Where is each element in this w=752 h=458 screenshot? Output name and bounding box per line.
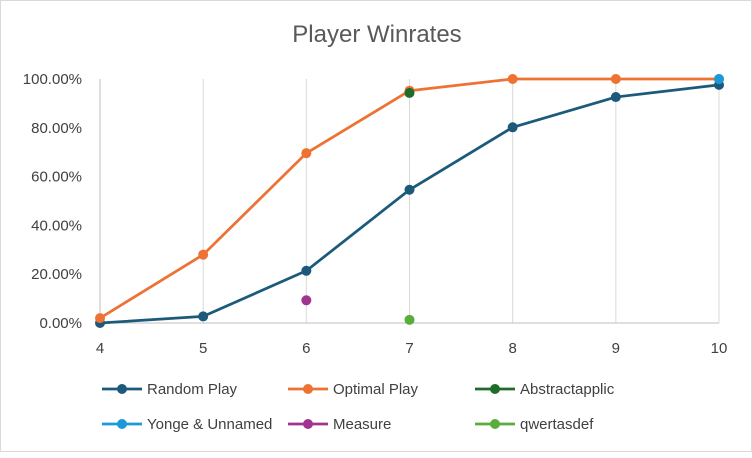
series-qwertasdef	[404, 314, 415, 325]
y-tick-label: 60.00%	[31, 169, 82, 186]
y-tick-label: 80.00%	[31, 120, 82, 137]
x-tick-label: 10	[711, 340, 728, 357]
data-point-random-play	[404, 184, 415, 195]
data-point-optimal-play	[610, 74, 621, 84]
legend-item-yonge-unnamed: Yonge & Unnamed	[102, 416, 272, 433]
data-point-measure	[301, 295, 312, 306]
data-point-yonge-unnamed	[714, 74, 724, 84]
data-point-random-play	[301, 265, 312, 276]
data-point-optimal-play	[507, 74, 518, 84]
legend-marker	[303, 419, 313, 429]
legend-label: Abstractapplic	[520, 381, 615, 398]
x-tick-label: 4	[96, 340, 104, 357]
x-tick-label: 6	[302, 340, 310, 357]
legend-item-measure: Measure	[288, 416, 391, 433]
legend-marker	[490, 384, 500, 394]
legend-marker	[117, 384, 127, 394]
legend-marker	[303, 384, 313, 394]
data-point-abstractapplic	[404, 87, 415, 98]
legend-label: Random Play	[147, 381, 238, 398]
legend-marker	[117, 419, 127, 429]
grid-lines	[99, 79, 720, 323]
legend-item-abstractapplic: Abstractapplic	[475, 381, 615, 398]
x-tick-label: 5	[199, 340, 207, 357]
legend-label: qwertasdef	[520, 416, 594, 433]
y-tick-label: 0.00%	[39, 315, 82, 332]
x-tick-label: 8	[508, 340, 516, 357]
legend-label: Yonge & Unnamed	[147, 416, 272, 433]
series-abstractapplic	[404, 87, 415, 98]
x-tick-label: 7	[405, 340, 413, 357]
legend-item-random-play: Random Play	[102, 381, 238, 398]
y-tick-label: 100.00%	[23, 71, 82, 88]
data-point-optimal-play	[198, 249, 209, 260]
legend-label: Measure	[333, 416, 391, 433]
legend-marker	[490, 419, 500, 429]
data-point-random-play	[507, 122, 518, 133]
series-group	[95, 74, 724, 328]
y-tick-label: 20.00%	[31, 266, 82, 283]
chart-title: Player Winrates	[292, 21, 461, 48]
series-measure	[301, 295, 312, 306]
legend-item-qwertasdef: qwertasdef	[475, 416, 594, 433]
data-point-optimal-play	[95, 313, 105, 324]
legend-label: Optimal Play	[333, 381, 419, 398]
data-point-random-play	[610, 92, 621, 103]
legend: Random Play Optimal Play Abstractapplic Yon…	[102, 381, 615, 433]
data-point-qwertasdef	[404, 314, 415, 325]
data-point-optimal-play	[301, 148, 312, 159]
axes: 0.00% 20.00% 40.00% 60.00% 80.00% 100.00% 4 5 6 7…	[23, 71, 728, 357]
series-yonge-unnamed	[714, 74, 724, 84]
legend-item-optimal-play: Optimal Play	[288, 381, 419, 398]
x-tick-label: 9	[612, 340, 620, 357]
y-tick-label: 40.00%	[31, 217, 82, 234]
data-point-random-play	[198, 311, 209, 322]
